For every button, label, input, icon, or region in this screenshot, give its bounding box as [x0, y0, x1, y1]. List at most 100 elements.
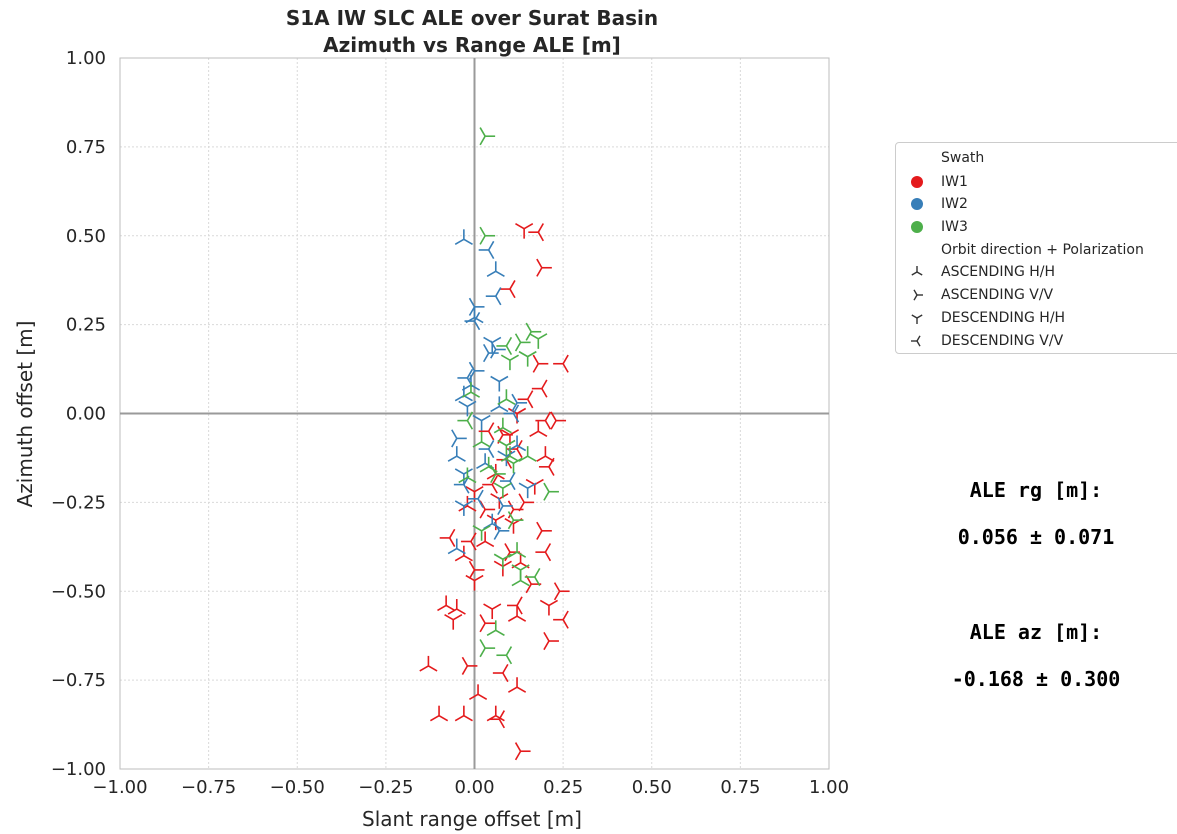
- data-point-iw3: [458, 467, 477, 484]
- legend-item-descending-hh: DESCENDING H/H: [896, 307, 1177, 329]
- data-point-iw1: [454, 545, 473, 562]
- legend: Swath IW1 IW2 IW3 Orbit direction + Pola…: [895, 142, 1177, 354]
- data-point-iw1: [437, 595, 456, 612]
- data-point-iw2: [490, 375, 509, 392]
- data-point-iw1: [553, 582, 570, 601]
- x-tick-label: 1.00: [809, 777, 849, 798]
- data-point-iw1: [536, 446, 555, 462]
- x-tick-label: −0.50: [270, 777, 325, 798]
- data-point-iw3: [472, 431, 491, 448]
- y-tick-label: 1.00: [66, 48, 106, 69]
- data-point-iw1: [531, 379, 548, 398]
- data-point-iw1: [465, 486, 484, 502]
- data-point-iw1: [553, 354, 569, 373]
- data-point-iw1: [507, 596, 523, 615]
- data-point-iw1: [479, 614, 496, 633]
- data-point-iw2: [485, 287, 502, 306]
- data-point-iw1: [535, 543, 552, 562]
- data-point-iw1: [507, 407, 527, 424]
- x-tick-label: 0.50: [632, 777, 672, 798]
- legend-item-ascending-vv: ASCENDING V/V: [896, 284, 1177, 306]
- data-point-iw2: [468, 297, 485, 316]
- x-axis-label: Slant range offset [m]: [362, 807, 582, 831]
- data-point-iw1: [454, 705, 473, 722]
- tick-labels: −1.00 −0.75 −0.50 −0.25 0.00 0.25 0.50 0.75 1.00…: [51, 48, 849, 798]
- data-point-iw1: [468, 684, 488, 701]
- data-point-iw2: [468, 489, 484, 508]
- data-point-iw2: [483, 513, 502, 530]
- data-point-iw2: [447, 538, 466, 555]
- data-point-iw1: [553, 610, 569, 629]
- y-tick-label: 0.25: [66, 315, 106, 336]
- data-point-iw3: [479, 226, 496, 245]
- data-point-iw1: [528, 223, 545, 242]
- data-point-iw1: [515, 222, 534, 239]
- data-point-iw2: [499, 471, 516, 491]
- ale-rg-value: 0.056 ± 0.071: [957, 525, 1115, 549]
- data-point-iw3: [497, 439, 516, 456]
- tri-down-icon: [908, 307, 926, 329]
- data-point-iw3: [525, 322, 542, 341]
- data-point-iw3: [493, 553, 512, 570]
- data-point-iw3: [479, 127, 496, 146]
- ale-az-title: ALE az [m]:: [969, 620, 1103, 644]
- data-point-iw1: [489, 710, 506, 729]
- ale-rg-title: ALE rg [m]:: [969, 478, 1103, 502]
- data-point-iw2: [472, 414, 491, 431]
- data-point-iw1: [486, 463, 505, 480]
- x-tick-label: 0.75: [720, 777, 760, 798]
- data-point-iw3: [490, 464, 506, 483]
- data-point-iw3: [461, 382, 481, 398]
- legend-dot-icon: [908, 216, 926, 238]
- data-point-iw2: [454, 468, 473, 484]
- data-point-iw1: [444, 613, 463, 630]
- data-point-iw3: [500, 354, 520, 371]
- data-point-iw1: [476, 531, 495, 548]
- data-point-iw1: [499, 280, 516, 299]
- data-point-iw3: [493, 417, 512, 434]
- data-point-iw1: [507, 606, 527, 622]
- tri-up-icon: [908, 261, 926, 283]
- data-point-iw2: [503, 404, 520, 423]
- data-point-iw3: [504, 457, 523, 474]
- data-point-iw3: [529, 333, 548, 349]
- data-point-iw1: [535, 411, 552, 430]
- y-axis-label: Azimuth offset [m]: [13, 321, 37, 508]
- data-point-iw2: [511, 393, 528, 412]
- data-point-iw1: [486, 705, 505, 722]
- data-point-iw1: [550, 411, 567, 430]
- y-tick-label: −0.75: [51, 670, 106, 691]
- y-tick-label: 0.00: [66, 404, 106, 425]
- data-point-iw2: [490, 396, 509, 413]
- data-point-iw1: [479, 500, 496, 519]
- data-point-iw1: [447, 599, 466, 615]
- data-point-iw1: [517, 390, 534, 409]
- data-point-iw1: [468, 560, 485, 579]
- data-point-iw1: [539, 599, 559, 616]
- data-point-iw3: [496, 336, 513, 356]
- chart-title: S1A IW SLC ALE over Surat Basin: [286, 6, 658, 30]
- x-tick-label: −1.00: [92, 777, 147, 798]
- y-tick-label: 0.75: [66, 137, 106, 158]
- tri-right-icon: [908, 284, 926, 306]
- data-point-iw3: [507, 542, 527, 558]
- ale-az-value: -0.168 ± 0.300: [951, 667, 1121, 691]
- data-point-iw2: [451, 429, 467, 448]
- data-point-iw2: [454, 500, 473, 516]
- x-tick-label: −0.75: [181, 777, 236, 798]
- data-point-iw3: [497, 389, 516, 405]
- data-point-iw2: [490, 340, 506, 359]
- data-point-iw3: [518, 446, 537, 462]
- x-tick-label: −0.25: [358, 777, 413, 798]
- x-tick-label: 0.00: [454, 777, 494, 798]
- data-point-iw2: [482, 344, 499, 363]
- data-point-iw1: [529, 421, 548, 437]
- data-point-iw3: [457, 411, 474, 430]
- data-point-iw1: [507, 677, 527, 693]
- data-point-iw3: [472, 525, 491, 541]
- data-point-iw2: [447, 446, 466, 462]
- data-point-iw2: [458, 400, 477, 417]
- data-point-iw1: [536, 521, 552, 540]
- data-point-iw3: [518, 350, 537, 367]
- legend-item-iw3: IW3: [896, 216, 1177, 238]
